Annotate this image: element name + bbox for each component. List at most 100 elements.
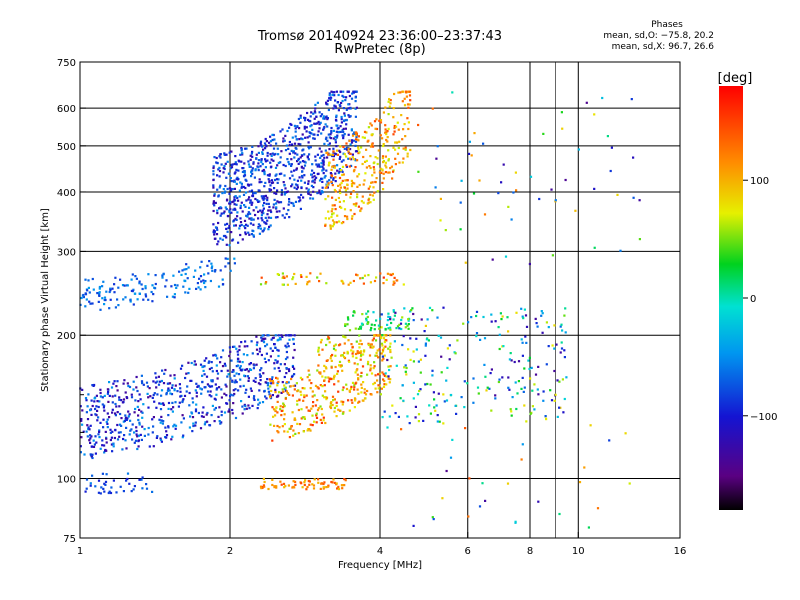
data-point <box>89 424 92 427</box>
data-point <box>244 231 247 234</box>
data-point <box>319 115 322 118</box>
data-point <box>279 156 282 159</box>
data-point <box>247 163 251 166</box>
data-point <box>349 209 352 212</box>
data-point <box>314 384 318 387</box>
data-point <box>341 487 344 490</box>
data-point <box>437 334 440 337</box>
data-point <box>331 184 334 187</box>
data-point <box>116 411 119 414</box>
data-point <box>264 158 267 161</box>
data-point <box>249 222 252 225</box>
data-point <box>238 345 241 348</box>
data-point <box>265 202 268 205</box>
data-point <box>235 163 238 166</box>
data-point <box>97 479 101 482</box>
data-point <box>140 283 143 286</box>
data-point <box>255 157 258 160</box>
data-point <box>326 139 329 142</box>
data-point <box>128 433 131 436</box>
data-point <box>386 358 389 362</box>
data-point <box>89 482 92 485</box>
data-point <box>350 343 353 346</box>
data-point <box>91 474 94 477</box>
data-point <box>218 166 221 169</box>
data-point <box>377 356 380 359</box>
data-point <box>330 480 333 484</box>
data-point <box>374 339 378 342</box>
data-point <box>132 380 135 383</box>
data-point <box>537 500 540 503</box>
data-point <box>392 318 395 321</box>
data-point <box>270 389 273 393</box>
data-point <box>351 355 354 358</box>
data-point <box>213 237 216 240</box>
data-point <box>218 155 221 158</box>
data-point <box>122 437 125 441</box>
data-point <box>412 350 415 353</box>
data-point <box>407 127 410 131</box>
data-point <box>260 336 263 339</box>
data-point <box>367 342 370 345</box>
data-point <box>343 186 346 189</box>
data-point <box>364 172 367 175</box>
data-point <box>337 390 340 393</box>
data-point <box>283 276 286 279</box>
data-point <box>213 194 216 197</box>
data-point <box>84 305 87 308</box>
data-point <box>541 331 544 334</box>
data-point <box>285 212 288 216</box>
data-point <box>426 382 429 386</box>
data-point <box>351 352 354 355</box>
data-point <box>435 157 438 160</box>
data-point <box>240 369 243 372</box>
data-point <box>295 187 298 191</box>
data-point <box>355 202 358 205</box>
data-point <box>334 198 337 201</box>
data-point <box>248 217 251 220</box>
data-point <box>242 193 246 196</box>
data-point <box>307 369 310 372</box>
data-point <box>92 439 95 442</box>
data-point <box>324 174 327 178</box>
data-point <box>320 132 323 135</box>
data-point <box>276 400 279 403</box>
data-point <box>360 322 364 325</box>
data-point <box>136 298 139 301</box>
data-point <box>352 190 355 193</box>
data-point <box>292 434 295 437</box>
data-point <box>140 410 143 413</box>
data-point <box>226 187 229 191</box>
data-point <box>283 363 286 366</box>
data-point <box>379 335 383 338</box>
data-point <box>137 434 141 437</box>
data-point <box>217 240 220 243</box>
data-point <box>269 355 272 358</box>
data-point <box>361 365 365 368</box>
data-point <box>257 169 260 172</box>
data-point <box>301 133 304 136</box>
data-point <box>559 351 562 354</box>
data-point <box>441 497 444 500</box>
data-point <box>409 337 412 340</box>
data-point <box>323 384 326 387</box>
data-point <box>235 347 238 350</box>
data-point <box>99 308 102 311</box>
data-point <box>259 383 262 386</box>
data-point <box>221 192 224 195</box>
data-point <box>247 231 250 234</box>
data-point <box>303 119 307 122</box>
data-point <box>319 156 322 159</box>
data-point <box>106 392 109 395</box>
data-point <box>238 366 241 370</box>
data-point <box>251 404 254 407</box>
data-point <box>397 146 400 150</box>
data-point <box>393 314 396 317</box>
data-point <box>293 272 296 276</box>
data-point <box>212 173 215 176</box>
data-point <box>228 210 231 214</box>
data-point <box>262 207 265 210</box>
data-point <box>342 107 345 110</box>
data-point <box>370 393 373 396</box>
data-point <box>384 161 387 164</box>
